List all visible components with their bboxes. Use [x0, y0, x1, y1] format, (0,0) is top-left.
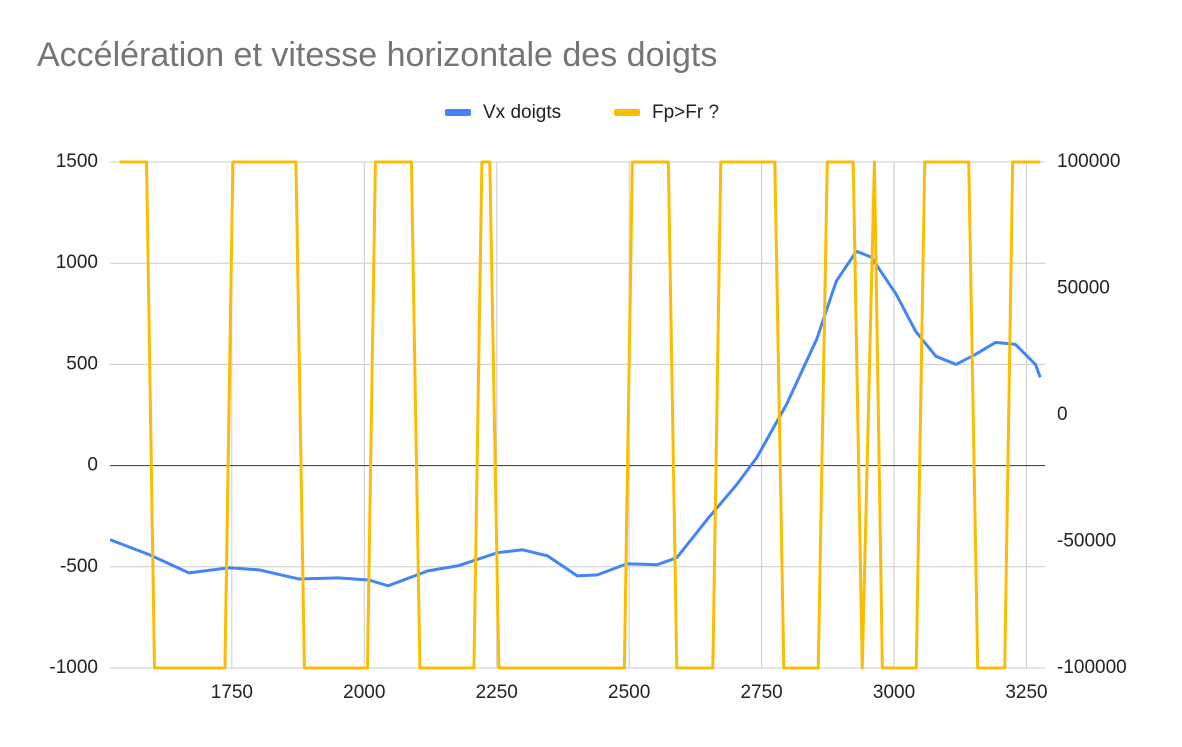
y2-tick-label: -50000: [1057, 531, 1116, 552]
y-tick-label: -1000: [49, 657, 98, 678]
y-tick-label: 1000: [56, 252, 98, 273]
x-tick-label: 3250: [1005, 682, 1047, 703]
chart-title: Accélération et vitesse horizontale des …: [37, 36, 717, 74]
legend-label: Fp>Fr ?: [652, 102, 719, 123]
x-tick-label: 2750: [740, 682, 782, 703]
x-tick-label: 2000: [343, 682, 385, 703]
y-tick-label: -500: [60, 556, 98, 577]
x-tick-label: 1750: [211, 682, 253, 703]
y2-tick-label: 0: [1057, 404, 1068, 425]
legend-swatch: [614, 109, 640, 116]
y-tick-label: 0: [87, 455, 98, 476]
x-tick-label: 2500: [608, 682, 650, 703]
legend-label: Vx doigts: [483, 102, 561, 123]
series-line: [119, 160, 1041, 670]
y-tick-label: 500: [66, 353, 98, 374]
legend-swatch: [445, 109, 471, 116]
y-tick-label: 1500: [56, 151, 98, 172]
series-line: [110, 249, 1042, 588]
plot-area: [110, 160, 1042, 670]
y2-tick-label: -100000: [1057, 657, 1127, 678]
y2-tick-label: 50000: [1057, 278, 1110, 299]
x-tick-label: 3000: [873, 682, 915, 703]
x-tick-label: 2250: [476, 682, 518, 703]
y2-tick-label: 100000: [1057, 151, 1120, 172]
